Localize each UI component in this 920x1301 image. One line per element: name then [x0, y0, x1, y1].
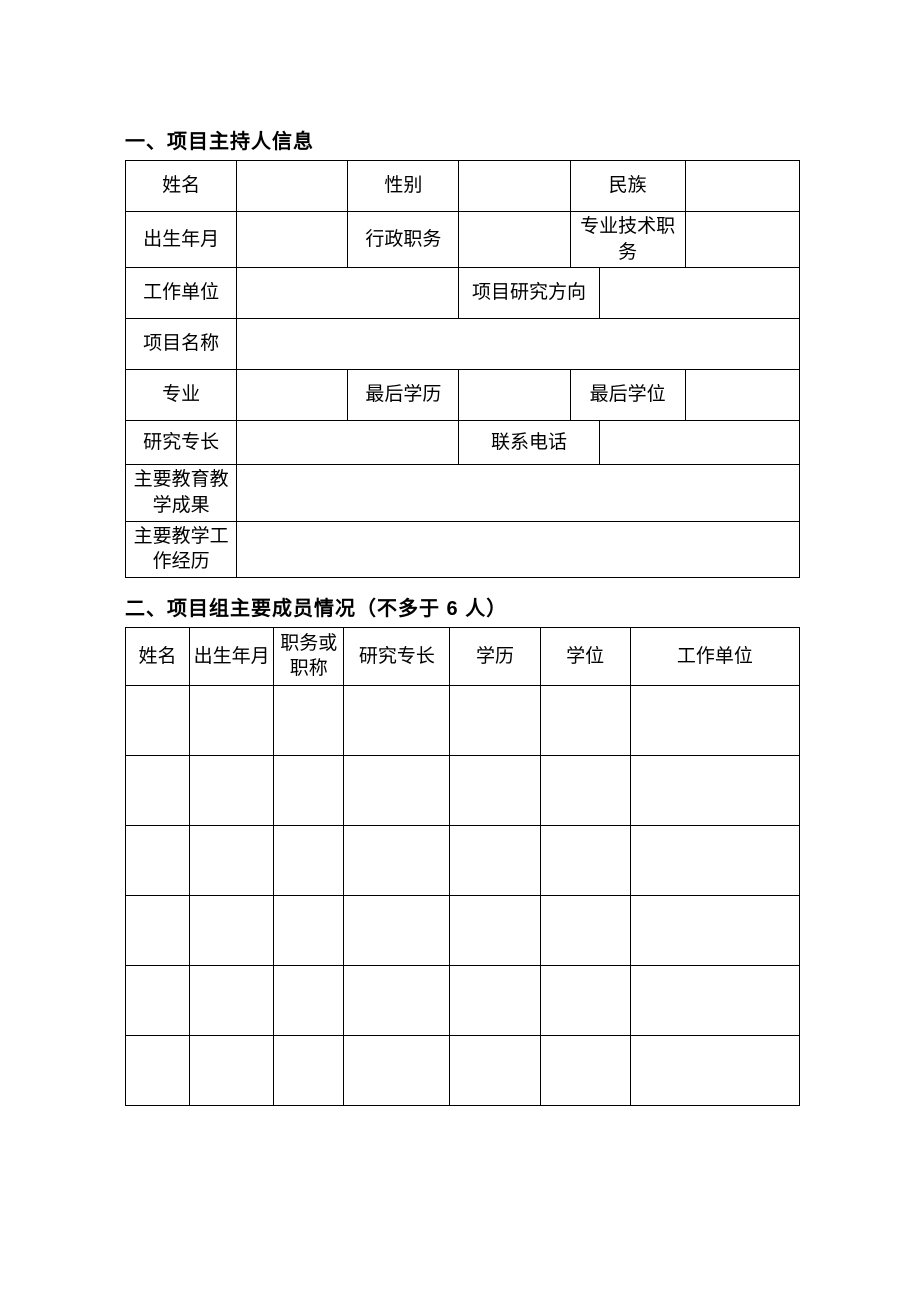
cell-title — [274, 825, 344, 895]
table-row — [126, 755, 800, 825]
cell-education — [450, 965, 540, 1035]
cell-title — [274, 895, 344, 965]
cell-birth — [190, 1035, 274, 1105]
value-gender — [459, 161, 570, 212]
value-name — [237, 161, 348, 212]
cell-degree — [540, 1035, 630, 1105]
cell-title — [274, 685, 344, 755]
value-edu-results — [237, 465, 800, 521]
label-admin-post: 行政职务 — [348, 212, 459, 268]
cell-education — [450, 755, 540, 825]
col-education: 学历 — [450, 627, 540, 685]
label-research-dir: 项目研究方向 — [459, 268, 599, 319]
cell-birth — [190, 825, 274, 895]
value-work-history — [237, 521, 800, 577]
cell-degree — [540, 895, 630, 965]
cell-workplace — [630, 895, 799, 965]
label-last-edu: 最后学历 — [348, 370, 459, 421]
label-phone: 联系电话 — [459, 421, 599, 465]
label-ethnicity: 民族 — [570, 161, 685, 212]
team-members-table: 姓名 出生年月 职务或职称 研究专长 学历 学位 工作单位 — [125, 627, 800, 1106]
col-specialty: 研究专长 — [344, 627, 450, 685]
cell-name — [126, 965, 190, 1035]
cell-education — [450, 825, 540, 895]
value-last-edu — [459, 370, 570, 421]
label-work-history: 主要教学工作经历 — [126, 521, 237, 577]
value-phone — [599, 421, 799, 465]
value-major — [237, 370, 348, 421]
table-row — [126, 965, 800, 1035]
cell-title — [274, 965, 344, 1035]
cell-education — [450, 1035, 540, 1105]
label-specialty: 研究专长 — [126, 421, 237, 465]
label-gender: 性别 — [348, 161, 459, 212]
value-pro-title — [685, 212, 799, 268]
section1-heading: 一、项目主持人信息 — [125, 125, 800, 154]
value-workplace — [237, 268, 459, 319]
value-research-dir — [599, 268, 799, 319]
cell-degree — [540, 755, 630, 825]
label-last-degree: 最后学位 — [570, 370, 685, 421]
cell-workplace — [630, 1035, 799, 1105]
cell-title — [274, 1035, 344, 1105]
cell-birth — [190, 755, 274, 825]
cell-workplace — [630, 755, 799, 825]
value-birth — [237, 212, 348, 268]
col-workplace: 工作单位 — [630, 627, 799, 685]
table-row — [126, 825, 800, 895]
members-header-row: 姓名 出生年月 职务或职称 研究专长 学历 学位 工作单位 — [126, 627, 800, 685]
cell-name — [126, 685, 190, 755]
col-name: 姓名 — [126, 627, 190, 685]
value-specialty — [237, 421, 459, 465]
label-project-name: 项目名称 — [126, 319, 237, 370]
project-leader-table: 姓名 性别 民族 出生年月 行政职务 专业技术职务 工作单位 项目研究方向 项目… — [125, 160, 800, 578]
label-pro-title: 专业技术职务 — [570, 212, 685, 268]
cell-degree — [540, 685, 630, 755]
cell-birth — [190, 895, 274, 965]
table-row — [126, 685, 800, 755]
col-degree: 学位 — [540, 627, 630, 685]
cell-education — [450, 895, 540, 965]
section2-heading: 二、项目组主要成员情况（不多于 6 人） — [125, 592, 800, 621]
label-edu-results: 主要教育教学成果 — [126, 465, 237, 521]
cell-name — [126, 755, 190, 825]
cell-degree — [540, 825, 630, 895]
col-birth: 出生年月 — [190, 627, 274, 685]
cell-name — [126, 895, 190, 965]
cell-title — [274, 755, 344, 825]
cell-specialty — [344, 1035, 450, 1105]
label-major: 专业 — [126, 370, 237, 421]
cell-education — [450, 685, 540, 755]
label-workplace: 工作单位 — [126, 268, 237, 319]
cell-specialty — [344, 755, 450, 825]
cell-name — [126, 1035, 190, 1105]
cell-degree — [540, 965, 630, 1035]
value-admin-post — [459, 212, 570, 268]
cell-specialty — [344, 825, 450, 895]
label-birth: 出生年月 — [126, 212, 237, 268]
cell-specialty — [344, 685, 450, 755]
label-name: 姓名 — [126, 161, 237, 212]
value-last-degree — [685, 370, 799, 421]
cell-workplace — [630, 965, 799, 1035]
value-project-name — [237, 319, 800, 370]
cell-specialty — [344, 965, 450, 1035]
table-row — [126, 895, 800, 965]
col-title: 职务或职称 — [274, 627, 344, 685]
value-ethnicity — [685, 161, 799, 212]
cell-birth — [190, 965, 274, 1035]
table-row — [126, 1035, 800, 1105]
cell-workplace — [630, 685, 799, 755]
cell-name — [126, 825, 190, 895]
cell-birth — [190, 685, 274, 755]
cell-specialty — [344, 895, 450, 965]
cell-workplace — [630, 825, 799, 895]
